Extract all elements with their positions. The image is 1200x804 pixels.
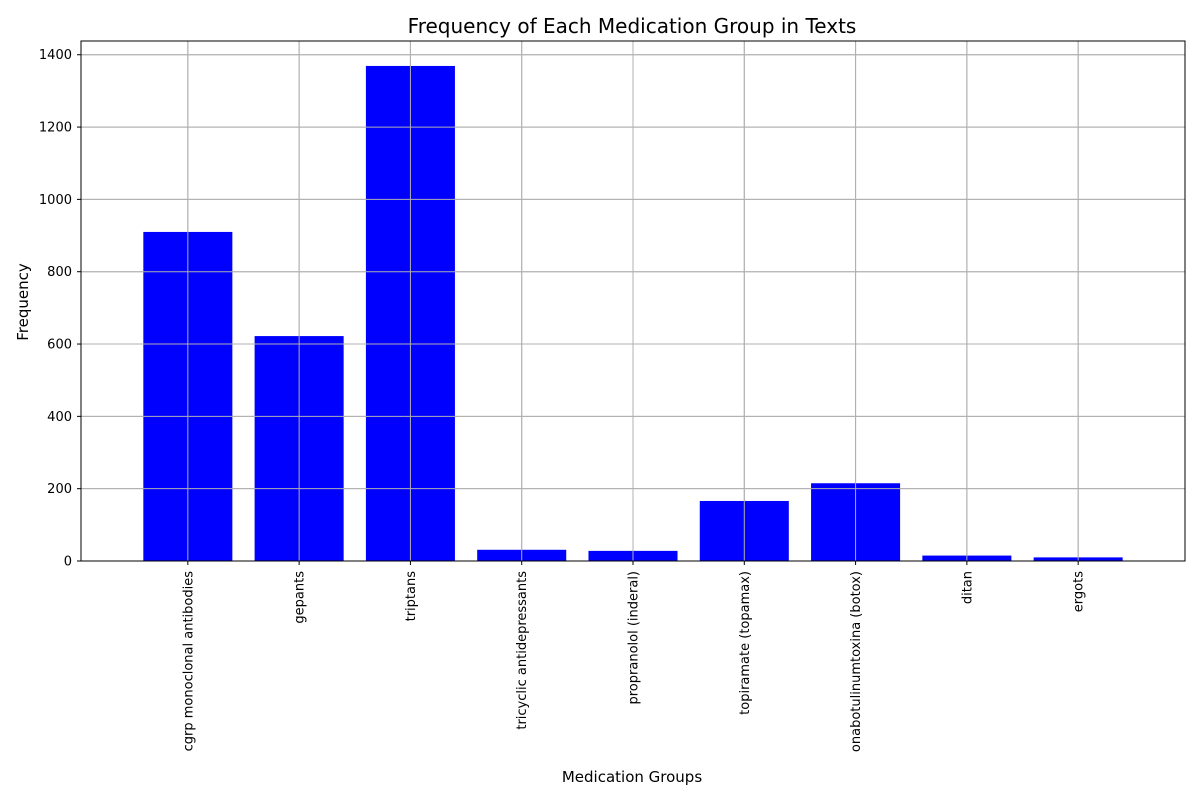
x-tick-label: onabotulinumtoxina (botox) (849, 571, 864, 752)
x-tick-label: triptans (404, 571, 419, 622)
y-tick-label: 1200 (39, 121, 72, 136)
y-tick-label: 1000 (39, 193, 72, 208)
x-tick-label: propranolol (inderal) (627, 571, 642, 705)
x-tick-label: gepants (293, 571, 308, 624)
x-axis-label: Medication Groups (562, 768, 702, 786)
ticks: 0 200 400 600 800 1000 1200 1400 cgrp monoclonal… (39, 48, 1087, 752)
grid-overlay (81, 41, 1185, 562)
chart-title: Frequency of Each Medication Group in Te… (408, 14, 857, 38)
x-tick-label: cgrp monoclonal antibodies (181, 571, 196, 752)
y-tick-label: 0 (64, 555, 72, 570)
y-tick-label: 800 (47, 265, 72, 280)
x-tick-label: topiramate (topamax) (738, 571, 753, 715)
y-axis-label: Frequency (14, 263, 32, 341)
y-tick-label: 200 (47, 482, 72, 497)
y-tick-label: 400 (47, 410, 72, 425)
x-tick-label: ergots (1072, 571, 1087, 612)
x-tick-label: ditan (960, 571, 975, 604)
x-tick-label: tricyclic antidepressants (515, 571, 530, 730)
y-tick-label: 600 (47, 338, 72, 353)
y-tick-label: 1400 (39, 48, 72, 63)
